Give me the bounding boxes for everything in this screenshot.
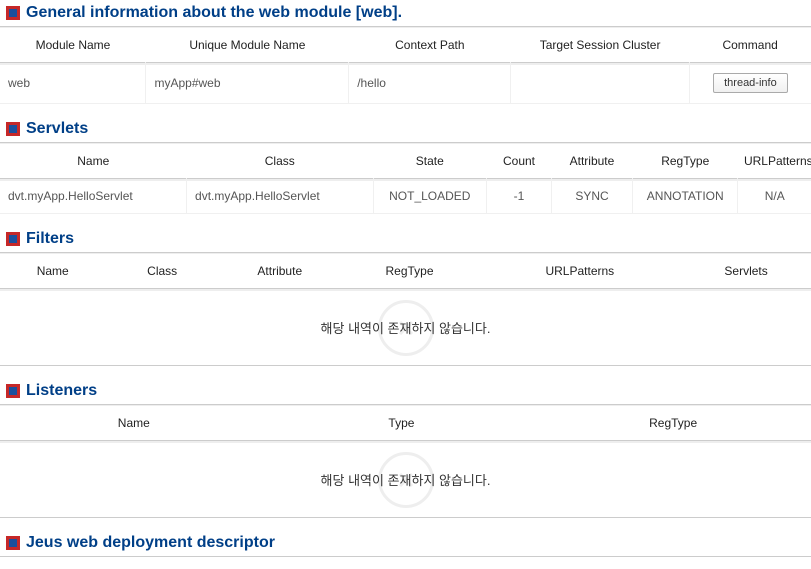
col-header: Servlets [681, 254, 811, 289]
col-header: Context Path [349, 28, 511, 63]
filters-table: Name Class Attribute RegType URLPatterns… [0, 253, 811, 289]
cell-urlpatterns: N/A [738, 179, 811, 214]
servlets-table: Name Class State Count Attribute RegType… [0, 143, 811, 214]
section-icon [6, 122, 20, 136]
general-section: General information about the web module… [0, 0, 811, 104]
col-header: Name [0, 254, 105, 289]
col-header: Name [0, 406, 268, 441]
descriptor-title: Jeus web deployment descriptor [26, 534, 275, 552]
listeners-empty: 해당 내역이 존재하지 않습니다. [0, 441, 811, 518]
filters-empty: 해당 내역이 존재하지 않습니다. [0, 289, 811, 366]
cell-state: NOT_LOADED [373, 179, 487, 214]
section-header: Listeners [0, 378, 811, 405]
cell-name: dvt.myApp.HelloServlet [0, 179, 187, 214]
section-icon [6, 536, 20, 550]
cell-class: dvt.myApp.HelloServlet [187, 179, 374, 214]
col-header: Attribute [551, 144, 632, 179]
section-header: Jeus web deployment descriptor [0, 530, 811, 557]
col-header: Name [0, 144, 187, 179]
cell-unique-name: myApp#web [146, 63, 349, 104]
cell-count: -1 [487, 179, 552, 214]
thread-info-button[interactable]: thread-info [713, 73, 788, 93]
filters-section: Filters Name Class Attribute RegType URL… [0, 226, 811, 366]
cell-target-cluster [511, 63, 689, 104]
descriptor-section: Jeus web deployment descriptor [0, 530, 811, 557]
section-header: Filters [0, 226, 811, 253]
cell-command: thread-info [689, 63, 811, 104]
general-table: Module Name Unique Module Name Context P… [0, 27, 811, 104]
listeners-section: Listeners Name Type RegType 해당 내역이 존재하지 … [0, 378, 811, 518]
col-header: Target Session Cluster [511, 28, 689, 63]
section-icon [6, 232, 20, 246]
cell-module-name: web [0, 63, 146, 104]
servlets-section: Servlets Name Class State Count Attribut… [0, 116, 811, 214]
section-header: Servlets [0, 116, 811, 143]
cell-context-path: /hello [349, 63, 511, 104]
col-header: RegType [341, 254, 479, 289]
listeners-title: Listeners [26, 382, 97, 400]
col-header: Attribute [219, 254, 341, 289]
cell-attribute: SYNC [551, 179, 632, 214]
col-header: Class [187, 144, 374, 179]
col-header: URLPatterns [478, 254, 681, 289]
empty-message: 해당 내역이 존재하지 않습니다. [321, 321, 491, 336]
section-icon [6, 6, 20, 20]
section-header: General information about the web module… [0, 0, 811, 27]
col-header: RegType [535, 406, 811, 441]
servlets-title: Servlets [26, 120, 88, 138]
col-header: Unique Module Name [146, 28, 349, 63]
general-title: General information about the web module… [26, 4, 402, 22]
section-icon [6, 384, 20, 398]
col-header: RegType [633, 144, 738, 179]
col-header: URLPatterns [738, 144, 811, 179]
col-header: State [373, 144, 487, 179]
table-row: web myApp#web /hello thread-info [0, 63, 811, 104]
col-header: Class [105, 254, 219, 289]
cell-regtype: ANNOTATION [633, 179, 738, 214]
empty-message: 해당 내역이 존재하지 않습니다. [321, 473, 491, 488]
table-row: dvt.myApp.HelloServlet dvt.myApp.HelloSe… [0, 179, 811, 214]
col-header: Type [268, 406, 536, 441]
col-header: Command [689, 28, 811, 63]
filters-title: Filters [26, 230, 74, 248]
col-header: Count [487, 144, 552, 179]
col-header: Module Name [0, 28, 146, 63]
listeners-table: Name Type RegType [0, 405, 811, 441]
